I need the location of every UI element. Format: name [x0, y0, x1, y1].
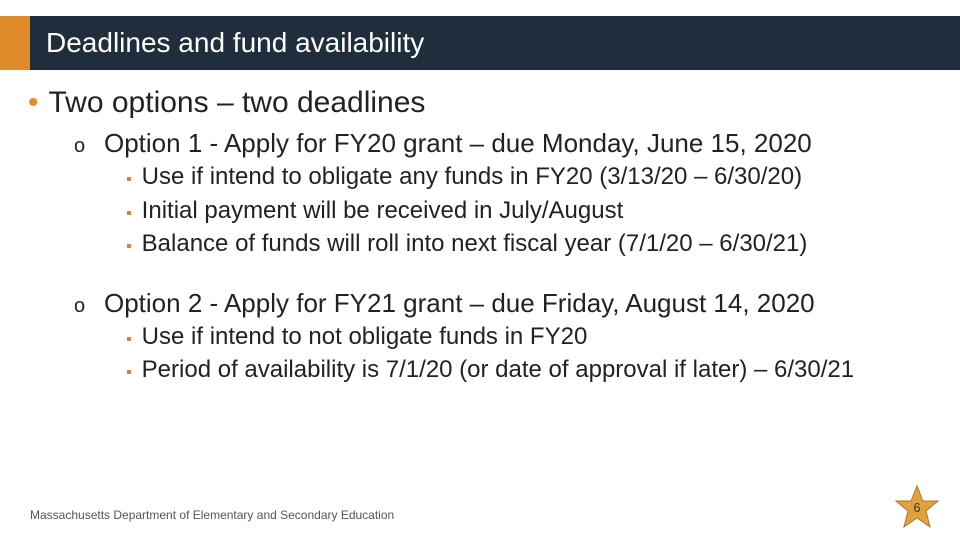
square-bullet-icon: ▪: [126, 360, 132, 386]
page-number-star: 6: [894, 484, 940, 530]
square-bullet-icon: ▪: [126, 167, 132, 193]
option-2-heading: o Option 2 ‐ Apply for FY21 grant – due …: [74, 288, 932, 319]
title-bar: Deadlines and fund availability: [0, 16, 960, 70]
option-1-sub-2: ▪ Initial payment will be received in Ju…: [126, 197, 932, 227]
circle-bullet-icon: o: [74, 135, 92, 158]
sub-text: Initial payment will be received in July…: [142, 197, 624, 225]
slide-title: Deadlines and fund availability: [46, 27, 424, 59]
square-bullet-icon: ▪: [126, 234, 132, 260]
main-bullet: • Two options – two deadlines: [28, 86, 932, 120]
page-number: 6: [894, 484, 940, 530]
option-1-sub-1: ▪ Use if intend to obligate any funds in…: [126, 163, 932, 193]
option-1-heading: o Option 1 ‐ Apply for FY20 grant – due …: [74, 128, 932, 159]
square-bullet-icon: ▪: [126, 327, 132, 353]
option-2-text: Option 2 ‐ Apply for FY21 grant – due Fr…: [104, 288, 815, 319]
sub-text: Use if intend to not obligate funds in F…: [142, 323, 588, 351]
title-dark-bar: Deadlines and fund availability: [30, 16, 960, 70]
option-2-sub-1: ▪ Use if intend to not obligate funds in…: [126, 323, 932, 353]
content-area: • Two options – two deadlines o Option 1…: [28, 86, 932, 386]
slide: Deadlines and fund availability • Two op…: [0, 0, 960, 540]
sub-text: Use if intend to obligate any funds in F…: [142, 163, 802, 191]
accent-block: [0, 16, 30, 70]
bullet-dot-icon: •: [28, 88, 39, 118]
option-1-text: Option 1 ‐ Apply for FY20 grant – due Mo…: [104, 128, 812, 159]
footer-text: Massachusetts Department of Elementary a…: [30, 508, 394, 522]
option-2-sub-2: ▪ Period of availability is 7/1/20 (or d…: [126, 356, 932, 386]
circle-bullet-icon: o: [74, 295, 92, 318]
sub-text: Period of availability is 7/1/20 (or dat…: [142, 356, 854, 384]
main-text: Two options – two deadlines: [49, 86, 426, 120]
sub-text: Balance of funds will roll into next fis…: [142, 230, 808, 258]
square-bullet-icon: ▪: [126, 201, 132, 227]
option-1-sub-3: ▪ Balance of funds will roll into next f…: [126, 230, 932, 260]
